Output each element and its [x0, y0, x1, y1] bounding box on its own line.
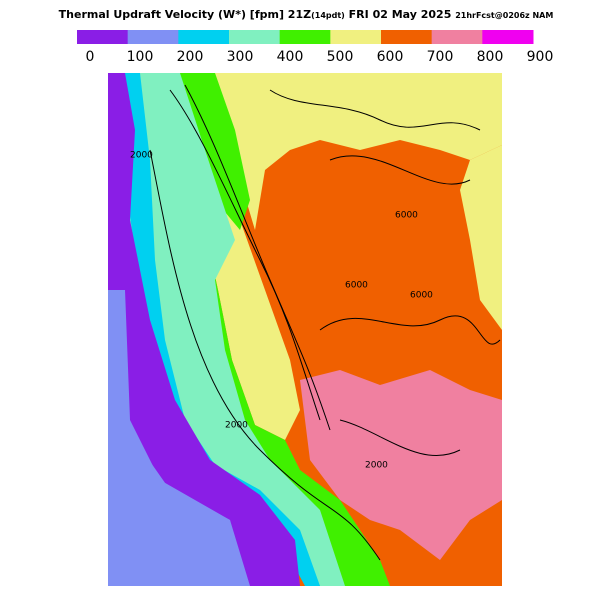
colorbar-segment	[229, 30, 281, 44]
contour-label: 2000	[130, 151, 153, 161]
map: 6000 6000 6000 2000 2000 2000	[108, 73, 502, 586]
contour-line	[339, 419, 461, 456]
contour-line	[169, 89, 321, 421]
title-main: Thermal Updraft Velocity (W*) [fpm] 21Z	[59, 8, 311, 21]
contours	[149, 84, 501, 561]
colorbar-tick-label: 300	[227, 49, 254, 65]
contour-line	[184, 84, 331, 431]
contour-label: 2000	[365, 461, 388, 471]
colorbar-segment	[279, 30, 331, 44]
colorbar-tick-label: 100	[127, 49, 154, 65]
colorbar-segment	[77, 30, 129, 44]
colorbar-segment	[127, 30, 179, 44]
colorbar-tick-label: 600	[377, 49, 404, 65]
map-aquamarine	[115, 73, 345, 586]
colorbar-tick-label: 0	[86, 49, 95, 65]
contour-line	[329, 155, 471, 185]
colorbar-segment	[381, 30, 433, 44]
map-yellow-east	[460, 145, 502, 330]
colorbar-segment	[330, 30, 382, 44]
colorbar-tick-label: 900	[527, 49, 554, 65]
colorbar-tick-label: 700	[427, 49, 454, 65]
contour-label: 6000	[410, 291, 433, 301]
contour-label: 6000	[345, 281, 368, 291]
colorbar: 0 100 200 300 400 500 600 700 800 900	[77, 30, 553, 65]
map-purple-coast	[108, 73, 300, 586]
colorbar-segment	[431, 30, 483, 44]
colorbar-segment	[482, 30, 534, 44]
title: Thermal Updraft Velocity (W*) [fpm] 21Z(…	[59, 8, 554, 21]
colorbar-tick-label: 800	[477, 49, 504, 65]
map-yellow-north	[150, 73, 502, 230]
title-date: FRI 02 May 2025	[345, 8, 455, 21]
colorbar-segment	[178, 30, 230, 44]
contour-label: 2000	[225, 421, 248, 431]
contour-line	[319, 315, 501, 345]
title-local-time: (14pdt)	[311, 11, 345, 20]
contour-line	[149, 149, 381, 561]
map-pink	[300, 370, 502, 560]
colorbar-tick-label: 400	[277, 49, 304, 65]
map-ocean-inner	[108, 290, 250, 586]
colorbar-tick-label: 500	[327, 49, 354, 65]
contour-line	[269, 89, 481, 131]
title-forecast: 21hrFcst@0206z NAM	[455, 11, 553, 20]
colorbar-tick-label: 200	[177, 49, 204, 65]
contour-label: 6000	[395, 211, 418, 221]
